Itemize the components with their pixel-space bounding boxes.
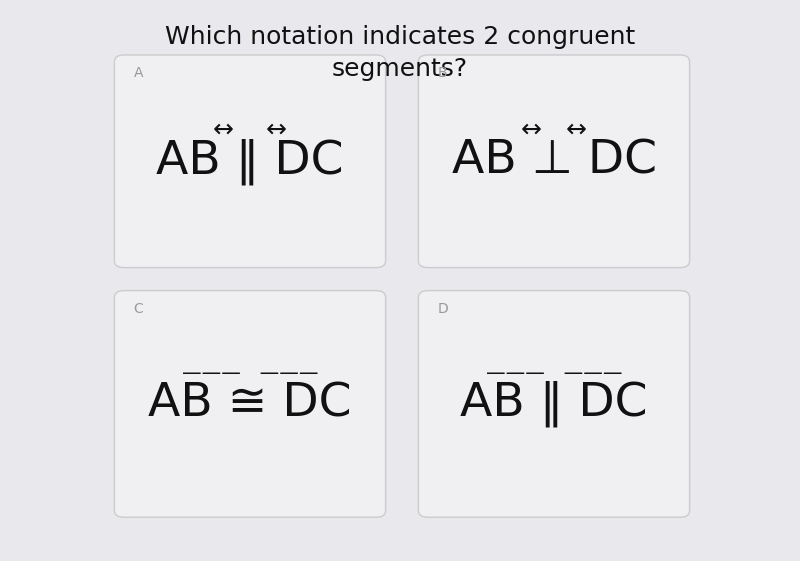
Text: B: B bbox=[438, 66, 447, 80]
Text: ———   ———: ——— ——— bbox=[486, 364, 622, 383]
Text: AB ≅ DC: AB ≅ DC bbox=[148, 381, 352, 426]
Text: A: A bbox=[134, 66, 143, 80]
Text: AB ‖ DC: AB ‖ DC bbox=[460, 381, 648, 427]
FancyBboxPatch shape bbox=[114, 55, 386, 268]
Text: AB ‖ DC: AB ‖ DC bbox=[156, 138, 344, 185]
Text: ↔    ↔: ↔ ↔ bbox=[213, 118, 287, 142]
Text: Which notation indicates 2 congruent
segments?: Which notation indicates 2 congruent seg… bbox=[165, 25, 635, 81]
FancyBboxPatch shape bbox=[418, 55, 690, 268]
Text: ↔   ↔: ↔ ↔ bbox=[521, 118, 587, 142]
Text: ———   ———: ——— ——— bbox=[182, 364, 318, 383]
FancyBboxPatch shape bbox=[418, 291, 690, 517]
Text: D: D bbox=[438, 302, 448, 316]
FancyBboxPatch shape bbox=[114, 291, 386, 517]
Text: C: C bbox=[134, 302, 143, 316]
Text: AB ⊥ DC: AB ⊥ DC bbox=[451, 139, 657, 184]
